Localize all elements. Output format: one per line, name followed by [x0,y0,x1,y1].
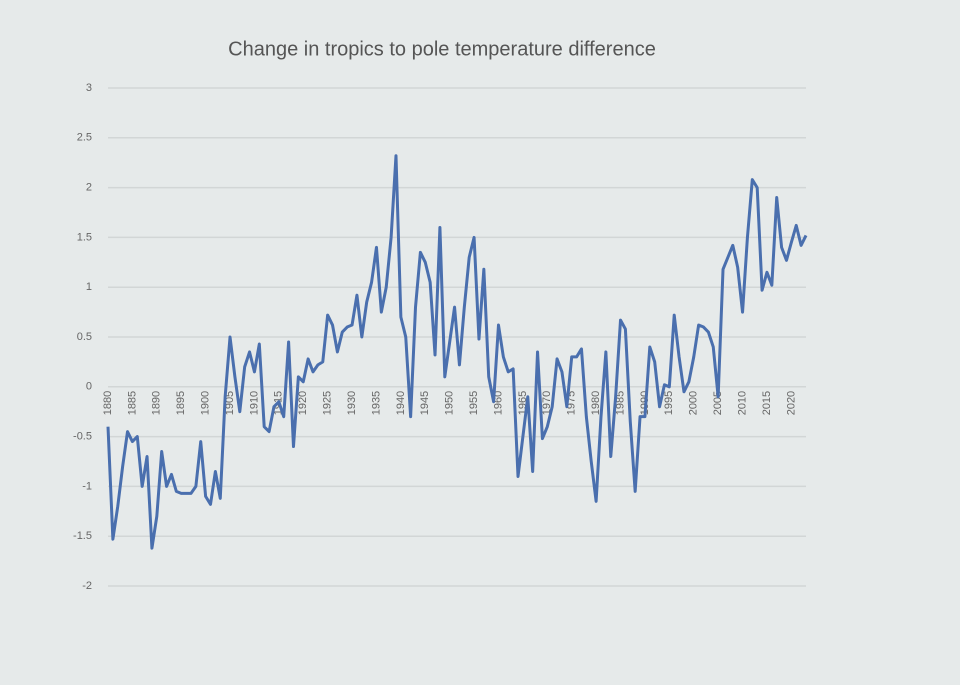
x-tick-label: 2005 [712,391,724,415]
x-tick-label: 1890 [151,391,163,415]
y-tick-label: -1 [82,480,92,492]
data-line [106,154,808,550]
y-tick-label: 2.5 [77,132,92,144]
y-tick-label: -0.5 [73,431,92,443]
y-tick-label: 2 [86,182,92,194]
x-tick-label: 1925 [322,391,334,415]
x-tick-label: 1910 [248,391,260,415]
y-tick-label: 1.5 [77,231,92,243]
x-tick-label: 2020 [785,391,797,415]
x-tick-label: 1920 [297,391,309,415]
y-tick-label: -1.5 [73,530,92,542]
x-tick-label: 1880 [102,391,114,415]
x-tick-label: 1950 [444,391,456,415]
y-tick-label: 3 [86,82,92,94]
y-tick-label: -2 [82,580,92,592]
y-tick-label: 0 [86,381,92,393]
x-tick-label: 1940 [395,391,407,415]
x-tick-label: 1900 [200,391,212,415]
chart-title: Change in tropics to pole temperature di… [228,38,656,60]
y-tick-label: 1 [86,281,92,293]
x-tick-label: 1930 [346,391,358,415]
x-tick-label: 1905 [224,391,236,415]
x-tick-label: 1935 [370,391,382,415]
x-tick-label: 1895 [175,391,187,415]
x-tick-label: 2015 [761,391,773,415]
x-tick-label: 1885 [126,391,138,415]
x-tick-label: 1945 [419,391,431,415]
x-tick-label: 2010 [736,391,748,415]
x-tick-label: 1980 [590,391,602,415]
x-tick-label: 1955 [468,391,480,415]
x-tick-label: 1995 [663,391,675,415]
x-tick-label: 2000 [688,391,700,415]
x-tick-label: 1985 [614,391,626,415]
y-tick-label: 0.5 [77,331,92,343]
